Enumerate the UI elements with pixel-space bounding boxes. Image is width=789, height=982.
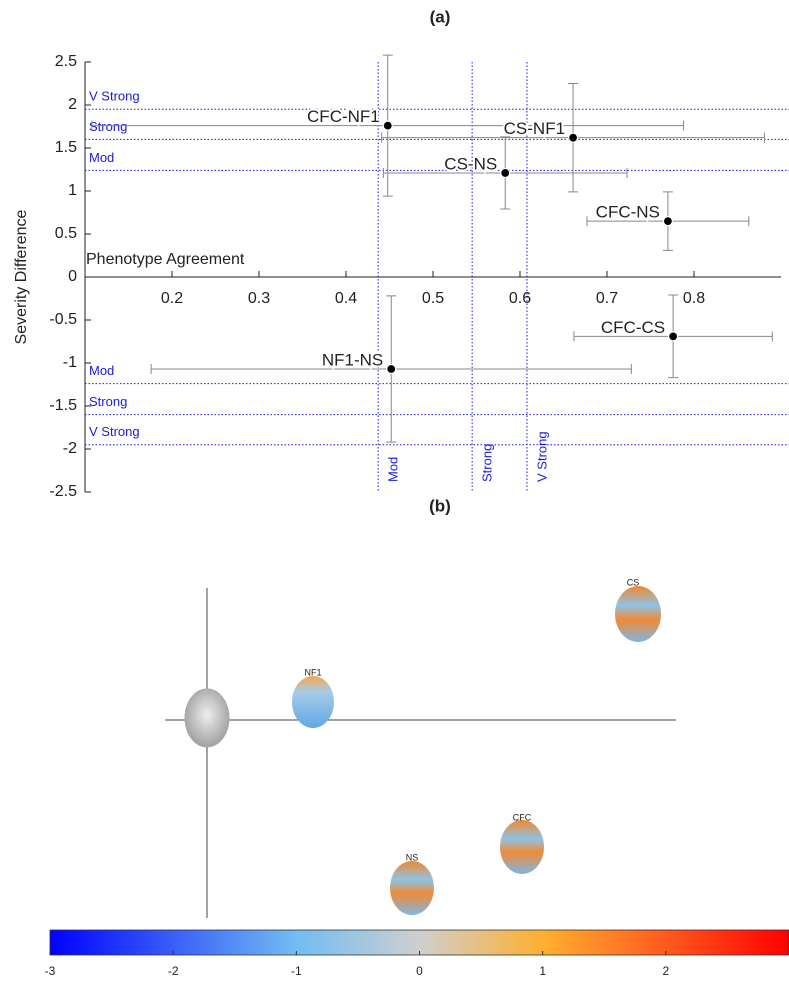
data-point — [501, 168, 510, 177]
panel-b-title: (b) — [429, 496, 451, 515]
threshold-label: Mod — [89, 150, 114, 165]
y-tick-label: 2 — [68, 96, 77, 113]
mean-face — [185, 689, 229, 747]
y-tick-label: 1.5 — [55, 139, 77, 156]
threshold-label: V Strong — [89, 424, 140, 439]
x-axis-label: Phenotype Agreement — [86, 251, 245, 268]
y-tick-label: 0 — [68, 268, 77, 285]
y-tick-label: -1 — [63, 354, 77, 371]
threshold-label: Mod — [89, 363, 114, 378]
data-point — [569, 133, 578, 142]
figure: (a) (b) Severity Difference Phenotype Ag… — [0, 0, 789, 982]
point-label: CFC-NF1 — [307, 107, 380, 126]
x-tick-label: 0.3 — [248, 290, 270, 307]
y-tick-label: 1 — [68, 182, 77, 199]
threshold-label: V Strong — [89, 89, 140, 104]
face-label: CS — [627, 577, 640, 587]
data-point — [663, 217, 672, 226]
threshold-label: V Strong — [534, 431, 549, 482]
x-tick-label: 0.6 — [509, 290, 531, 307]
threshold-label: Strong — [480, 444, 495, 482]
point-label: NF1-NS — [322, 351, 383, 370]
face — [390, 861, 434, 915]
y-tick-label: 0.5 — [55, 225, 77, 242]
y-tick-label: -1.5 — [49, 397, 77, 414]
x-tick-label: 0.2 — [161, 290, 183, 307]
point-label: CFC-CS — [601, 318, 665, 337]
colorbar-tick-label: 0 — [416, 964, 423, 978]
colorbar-tick-label: 2 — [662, 964, 669, 978]
page: {"chart_data": [ {"type": "errorscatter"… — [0, 0, 789, 982]
point-label: CS-NS — [444, 154, 497, 173]
colorbar-tick-label: 1 — [539, 964, 546, 978]
face-label: NF1 — [304, 667, 321, 677]
x-tick-label: 0.8 — [683, 290, 705, 307]
data-point — [383, 121, 392, 130]
face-label: NS — [406, 852, 419, 862]
y-tick-label: -2.5 — [49, 483, 77, 500]
x-tick-label: 0.4 — [335, 290, 357, 307]
y-tick-label: 2.5 — [55, 53, 77, 70]
face-label: CFC — [513, 812, 532, 822]
y-tick-label: -2 — [63, 440, 77, 457]
point-label: CS-NF1 — [504, 119, 565, 138]
panel-a-title: (a) — [430, 7, 451, 26]
face — [615, 586, 661, 642]
x-tick-label: 0.5 — [422, 290, 444, 307]
colorbar-tick-label: -2 — [168, 964, 179, 978]
colorbar-tick-label: -3 — [45, 964, 56, 978]
point-label: CFC-NS — [596, 203, 660, 222]
face — [500, 820, 544, 874]
y-tick-label: -0.5 — [49, 311, 77, 328]
data-point — [387, 365, 396, 374]
threshold-label: Strong — [89, 119, 127, 134]
x-tick-label: 0.7 — [596, 290, 618, 307]
y-axis-label: Severity Difference — [13, 209, 30, 344]
threshold-label: Strong — [89, 394, 127, 409]
face — [292, 676, 334, 728]
threshold-label: Mod — [386, 457, 401, 482]
colorbar-tick-label: -1 — [291, 964, 302, 978]
data-point — [669, 332, 678, 341]
